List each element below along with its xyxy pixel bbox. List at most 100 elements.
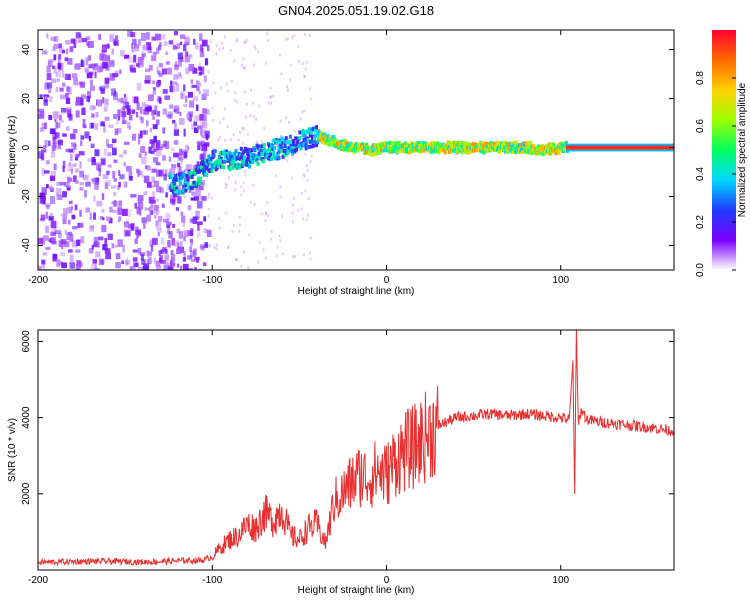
heatmap-cell bbox=[269, 86, 272, 90]
heatmap-cell bbox=[514, 150, 518, 155]
heatmap-cell bbox=[203, 89, 210, 97]
heatmap-cell bbox=[78, 151, 85, 156]
heatmap-cell bbox=[48, 185, 53, 190]
heatmap-cell bbox=[170, 250, 174, 256]
heatmap-cell bbox=[67, 235, 70, 241]
heatmap-cell bbox=[104, 98, 109, 106]
heatmap-cell bbox=[67, 58, 73, 65]
heatmap-cell bbox=[207, 154, 211, 159]
heatmap-cell bbox=[119, 50, 125, 57]
heatmap-cell bbox=[88, 248, 94, 254]
heatmap-cell bbox=[55, 121, 58, 129]
heatmap-cell bbox=[235, 258, 238, 262]
heatmap-cell bbox=[58, 47, 64, 54]
heatmap-cell bbox=[304, 189, 307, 193]
heatmap-cell bbox=[215, 247, 218, 251]
heatmap-cell bbox=[129, 193, 132, 199]
heatmap-cell bbox=[302, 62, 305, 66]
heatmap-cell bbox=[307, 213, 310, 217]
heatmap-cell bbox=[117, 239, 123, 247]
heatmap-cell bbox=[553, 146, 557, 151]
heatmap-cell bbox=[244, 115, 247, 119]
heatmap-cell bbox=[106, 43, 110, 49]
heatmap-cell bbox=[240, 152, 244, 157]
heatmap-cell bbox=[334, 138, 338, 143]
heatmap-cell bbox=[159, 187, 164, 194]
heatmap-cell bbox=[173, 191, 179, 198]
heatmap-cell bbox=[69, 254, 74, 263]
heatmap-cell bbox=[176, 248, 182, 254]
heatmap-cell bbox=[98, 168, 101, 176]
heatmap-cell bbox=[223, 159, 227, 164]
heatmap-cell bbox=[128, 115, 133, 121]
heatmap-cell bbox=[278, 53, 281, 57]
heatmap-cell bbox=[75, 263, 81, 270]
heatmap-cell bbox=[50, 151, 56, 158]
heatmap-cell bbox=[181, 172, 185, 177]
heatmap-cell bbox=[169, 104, 174, 109]
heatmap-cell bbox=[64, 229, 67, 235]
heatmap-cell bbox=[180, 174, 184, 179]
heatmap-cell bbox=[156, 111, 161, 117]
heatmap-cell bbox=[137, 57, 143, 66]
heatmap-cell bbox=[146, 214, 151, 222]
heatmap-cell bbox=[51, 145, 54, 153]
heatmap-cell bbox=[209, 40, 212, 44]
heatmap-cell bbox=[179, 34, 186, 39]
heatmap-cell bbox=[105, 54, 110, 61]
heatmap-cell bbox=[62, 133, 67, 137]
heatmap-cell bbox=[173, 152, 180, 158]
heatmap-cell bbox=[215, 52, 218, 56]
heatmap-cell bbox=[102, 96, 105, 104]
heatmap-cell bbox=[65, 148, 70, 153]
heatmap-cell bbox=[56, 181, 61, 186]
heatmap-cell bbox=[106, 139, 109, 147]
heatmap-cell bbox=[75, 32, 81, 39]
heatmap-cell bbox=[167, 227, 171, 235]
heatmap-cell bbox=[272, 150, 276, 155]
heatmap-cell bbox=[279, 239, 282, 243]
bottom-x-ticks: -200 -100 0 100 bbox=[28, 330, 570, 586]
heatmap-cell bbox=[179, 148, 183, 156]
heatmap-cell bbox=[81, 107, 86, 116]
heatmap-cell bbox=[158, 97, 162, 104]
heatmap-cell bbox=[260, 151, 264, 156]
heatmap-cell bbox=[291, 149, 295, 154]
heatmap-cell bbox=[200, 165, 204, 170]
heatmap-cell bbox=[281, 214, 284, 218]
heatmap-cell bbox=[177, 52, 184, 60]
heatmap-cell bbox=[62, 165, 65, 173]
heatmap-cell bbox=[153, 204, 159, 211]
heatmap-cell bbox=[56, 122, 61, 128]
heatmap-cell bbox=[81, 38, 88, 43]
heatmap-cell bbox=[143, 175, 150, 184]
heatmap-cell bbox=[258, 241, 261, 245]
heatmap-cell bbox=[161, 203, 165, 208]
heatmap-cell bbox=[557, 150, 561, 155]
heatmap-cell bbox=[58, 62, 64, 71]
heatmap-cell bbox=[51, 228, 56, 233]
heatmap-cell bbox=[436, 141, 440, 146]
heatmap-cell bbox=[177, 61, 182, 67]
heatmap-cell bbox=[169, 85, 173, 93]
heatmap-cell bbox=[69, 262, 75, 269]
heatmap-cell bbox=[292, 144, 296, 149]
heatmap-cell bbox=[152, 124, 158, 130]
heatmap-cell bbox=[192, 165, 197, 173]
heatmap-cell bbox=[511, 143, 515, 148]
heatmap-cell bbox=[186, 180, 190, 185]
heatmap-cell bbox=[157, 70, 161, 75]
y-tick-label: 0 bbox=[21, 144, 32, 150]
heatmap-cell bbox=[142, 44, 148, 51]
heatmap-cell bbox=[199, 33, 203, 42]
heatmap-cell bbox=[458, 148, 462, 153]
heatmap-cell bbox=[197, 142, 201, 151]
heatmap-cell bbox=[46, 82, 53, 89]
heatmap-cell bbox=[306, 138, 310, 143]
heatmap-cell bbox=[260, 140, 263, 144]
heatmap-cell bbox=[171, 147, 175, 152]
heatmap-cell bbox=[48, 89, 52, 94]
heatmap-cell bbox=[118, 170, 121, 176]
heatmap-cell bbox=[134, 238, 138, 244]
heatmap-cell bbox=[372, 151, 376, 156]
